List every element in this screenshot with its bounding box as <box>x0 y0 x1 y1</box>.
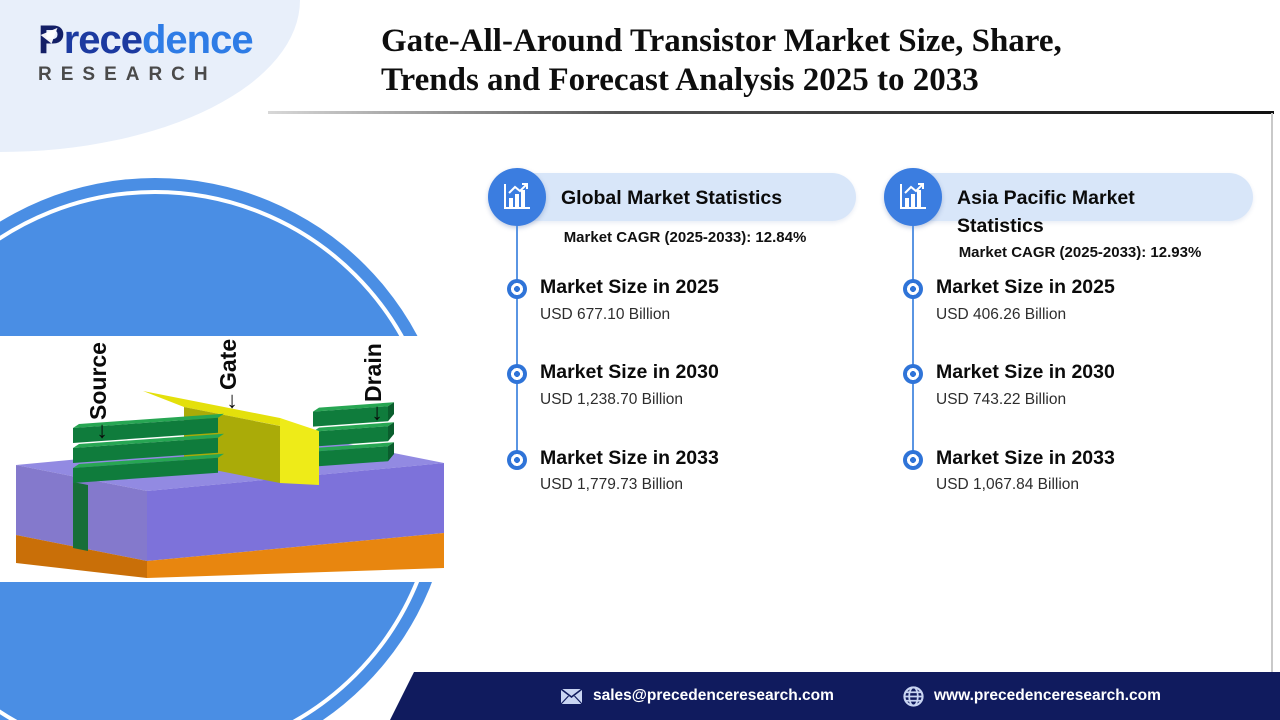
footer-website-group[interactable]: www.precedenceresearch.com <box>903 672 1161 720</box>
footer-website[interactable]: www.precedenceresearch.com <box>934 687 1161 704</box>
brand-name: Precedence <box>38 18 254 62</box>
global-header-pill <box>500 173 856 221</box>
page-title: Gate-All-Around Transistor Market Size, … <box>381 22 1261 100</box>
global-entry-value: USD 1,779.73 Billion <box>540 476 684 493</box>
brand-letter-p: P <box>38 18 65 62</box>
asia-chart-icon <box>884 168 942 226</box>
nanosheet-bars <box>73 402 394 483</box>
footer-bar: sales@precedenceresearch.com www.precede… <box>390 672 1280 720</box>
label-drain: ←Drain <box>360 343 386 425</box>
title-underline <box>268 111 1274 114</box>
footer-email[interactable]: sales@precedenceresearch.com <box>593 687 834 704</box>
timeline-bullet <box>903 450 923 470</box>
asia-entry-value: USD 743.22 Billion <box>936 391 1067 408</box>
timeline-bullet <box>903 364 923 384</box>
global-chart-icon <box>488 168 546 226</box>
asia-entry-label: Market Size in 2030 <box>936 361 1115 383</box>
global-entry-label: Market Size in 2033 <box>540 447 719 469</box>
brand-logo: Precedence RESEARCH <box>38 18 298 86</box>
footer-email-group[interactable]: sales@precedenceresearch.com <box>560 672 834 720</box>
asia-entry-label: Market Size in 2033 <box>936 447 1115 469</box>
global-cagr: Market CAGR (2025-2033): 12.84% <box>563 229 807 246</box>
timeline-bullet <box>507 450 527 470</box>
asia-entry-label: Market Size in 2025 <box>936 276 1115 298</box>
label-gate: ←Gate <box>215 339 241 413</box>
global-entry-value: USD 1,238.70 Billion <box>540 391 684 408</box>
asia-entry-value: USD 406.26 Billion <box>936 306 1067 323</box>
gate-end-cap <box>280 418 319 485</box>
globe-icon <box>903 685 924 707</box>
right-border-line <box>1271 113 1273 673</box>
transistor-diagram: ←Source ←Gate ←Drain <box>16 339 444 578</box>
asia-cagr: Market CAGR (2025-2033): 12.93% <box>958 244 1202 261</box>
timeline-bullet <box>903 279 923 299</box>
timeline-bullet <box>507 364 527 384</box>
global-entry-label: Market Size in 2030 <box>540 361 719 383</box>
fin-cross-section <box>73 482 88 551</box>
brand-tagline: RESEARCH <box>38 64 217 85</box>
global-timeline-line <box>516 226 518 462</box>
global-column-title: Global Market Statistics <box>561 187 783 209</box>
arrow-icon: ← <box>360 402 386 425</box>
title-line-1: Gate-All-Around Transistor Market Size, … <box>381 23 1062 59</box>
label-source: ←Source <box>85 342 111 443</box>
arrow-icon: ← <box>85 420 111 443</box>
asia-entry-value: USD 1,067.84 Billion <box>936 476 1080 493</box>
global-entry-value: USD 677.10 Billion <box>540 306 671 323</box>
title-line-2: Trends and Forecast Analysis 2025 to 203… <box>381 62 979 98</box>
asia-timeline-line <box>912 226 914 462</box>
asia-column-title: Asia Pacific Market Statistics <box>957 187 1135 237</box>
envelope-icon <box>560 687 583 705</box>
arrow-icon: ← <box>215 390 241 413</box>
asia-header-pill <box>896 173 1253 221</box>
timeline-bullet <box>507 279 527 299</box>
global-entry-label: Market Size in 2025 <box>540 276 719 298</box>
